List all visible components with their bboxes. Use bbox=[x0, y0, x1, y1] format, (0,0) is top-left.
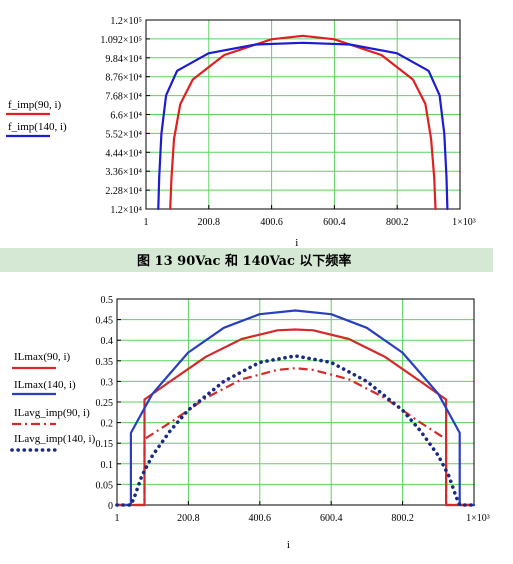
legend-label: ILmax(140, i) bbox=[14, 379, 76, 391]
y-tick-label: 3.36×10⁴ bbox=[105, 167, 142, 178]
series-line bbox=[115, 354, 476, 507]
series-line bbox=[115, 309, 476, 507]
legend-label: f_imp(140, i) bbox=[8, 121, 67, 133]
y-tick-label: 0.5 bbox=[101, 295, 114, 306]
caption-band bbox=[0, 248, 493, 272]
series-line bbox=[169, 34, 437, 211]
series-line bbox=[117, 367, 474, 507]
x-tick-label: 200.8 bbox=[177, 513, 200, 524]
y-tick-label: 0.2 bbox=[101, 419, 114, 430]
y-tick-label: 0.45 bbox=[96, 316, 114, 327]
y-tick-label: 0.35 bbox=[96, 357, 114, 368]
x-tick-label: 400.6 bbox=[260, 217, 283, 228]
series-line bbox=[157, 41, 449, 211]
y-tick-label: 0.15 bbox=[96, 439, 114, 450]
x-tick-label: 1×10³ bbox=[466, 513, 490, 524]
y-tick-label: 6.6×10⁴ bbox=[110, 111, 142, 122]
legend-label: ILavg_imp(140, i) bbox=[14, 433, 96, 445]
y-tick-label: 0.1 bbox=[101, 460, 114, 471]
y-tick-label: 9.84×10⁴ bbox=[105, 54, 142, 65]
x-tick-label: 800.2 bbox=[391, 513, 414, 524]
x-tick-label: 200.8 bbox=[198, 217, 221, 228]
y-tick-label: 1.2×10⁴ bbox=[110, 205, 142, 216]
x-tick-label: 400.6 bbox=[249, 513, 272, 524]
figure-caption: 图 13 90Vac 和 140Vac 以下频率 bbox=[137, 254, 352, 269]
y-tick-label: 0.05 bbox=[96, 480, 114, 491]
x-tick-label: 600.4 bbox=[320, 513, 343, 524]
y-tick-label: 4.44×10⁴ bbox=[105, 148, 142, 159]
y-tick-label: 8.76×10⁴ bbox=[105, 73, 142, 84]
y-tick-label: 5.52×10⁴ bbox=[105, 129, 142, 140]
x-tick-label: 800.2 bbox=[386, 217, 409, 228]
x-tick-label: 1×10³ bbox=[452, 217, 476, 228]
x-tick-label: 1 bbox=[144, 217, 149, 228]
legend-label: ILavg_imp(90, i) bbox=[14, 407, 90, 419]
legend-label: f_imp(90, i) bbox=[8, 99, 61, 111]
y-tick-label: 0 bbox=[108, 501, 113, 512]
y-tick-label: 1.2×10⁵ bbox=[110, 16, 142, 27]
legend-label: ILmax(90, i) bbox=[14, 351, 71, 363]
y-tick-label: 7.68×10⁴ bbox=[105, 92, 142, 103]
x-tick-label: 600.4 bbox=[323, 217, 346, 228]
y-tick-label: 0.25 bbox=[96, 398, 114, 409]
y-tick-label: 2.28×10⁴ bbox=[105, 186, 142, 197]
y-tick-label: 1.092×10⁵ bbox=[100, 35, 142, 46]
y-tick-label: 0.3 bbox=[101, 377, 114, 388]
x-axis-label: i bbox=[287, 539, 290, 551]
x-axis-label: i bbox=[295, 237, 298, 249]
x-tick-label: 1 bbox=[115, 513, 120, 524]
y-tick-label: 0.4 bbox=[101, 336, 114, 347]
